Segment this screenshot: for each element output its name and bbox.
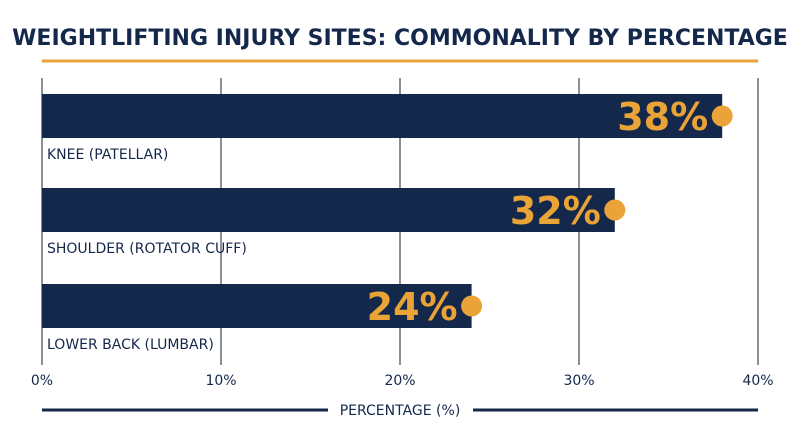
bar-0	[42, 94, 723, 138]
bar-value-label-2: 24%	[367, 285, 458, 329]
x-tick-label-2: 20%	[384, 373, 415, 389]
x-tick-label-1: 10%	[205, 373, 236, 389]
bar-end-marker-0	[711, 105, 733, 127]
bars: 38% KNEE (PATELLAR) 32% SHOULDER (ROTATOR C…	[42, 94, 733, 353]
x-axis-ticks: 0% 10% 20% 30% 40%	[31, 373, 774, 389]
bar-end-marker-2	[461, 295, 483, 317]
x-tick-label-4: 40%	[742, 373, 773, 389]
bar-end-marker-1	[604, 199, 626, 221]
x-axis-label: PERCENTAGE (%)	[340, 403, 461, 419]
bar-value-label-1: 32%	[510, 189, 601, 233]
x-tick-label-0: 0%	[31, 373, 53, 389]
x-tick-label-3: 30%	[563, 373, 594, 389]
category-label-1: SHOULDER (ROTATOR CUFF)	[47, 241, 247, 257]
bar-value-label-0: 38%	[617, 95, 708, 139]
category-label-2: LOWER BACK (LUMBAR)	[47, 337, 214, 353]
category-label-0: KNEE (PATELLAR)	[47, 147, 168, 163]
chart-title: WEIGHTLIFTING INJURY SITES: COMMONALITY …	[12, 26, 788, 51]
bar-2	[42, 284, 472, 328]
bar-1	[42, 188, 615, 232]
